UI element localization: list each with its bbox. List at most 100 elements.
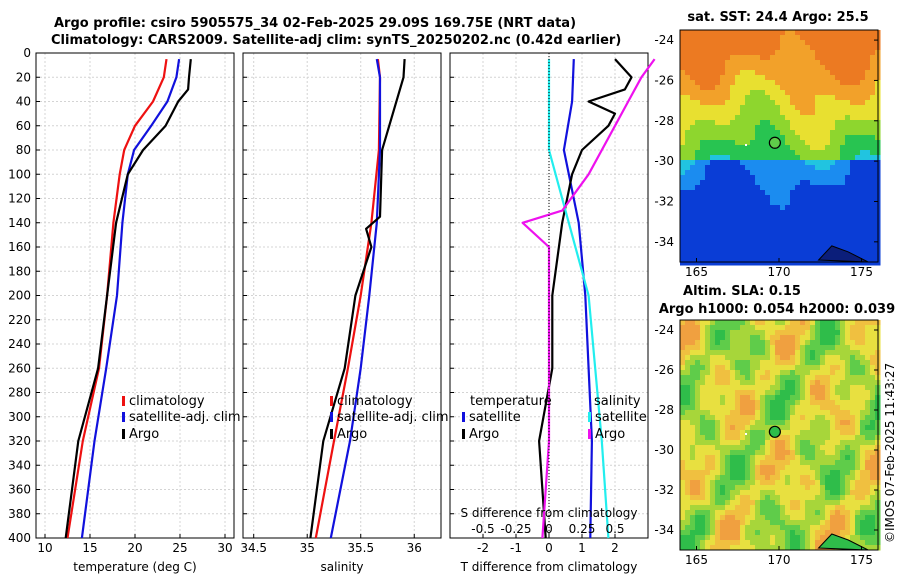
map-cell: [805, 160, 811, 166]
map-cell: [775, 415, 781, 421]
map-cell: [710, 60, 716, 66]
map-cell: [740, 195, 746, 201]
map-cell: [800, 500, 806, 506]
map-cell: [735, 205, 741, 211]
map-cell: [865, 445, 871, 451]
map-cell: [810, 410, 816, 416]
map-cell: [840, 525, 846, 531]
map-cell: [785, 55, 791, 61]
map-cell: [810, 360, 816, 366]
map-cell: [720, 255, 726, 261]
map-cell: [760, 485, 766, 491]
map-cell: [730, 510, 736, 516]
map-cell: [735, 70, 741, 76]
map-cell: [835, 405, 841, 411]
map-cell: [760, 125, 766, 131]
map-cell: [845, 345, 851, 351]
map-cell: [810, 370, 816, 376]
map-cell: [780, 390, 786, 396]
map-cell: [830, 330, 836, 336]
map-cell: [835, 450, 841, 456]
map-cell: [825, 140, 831, 146]
map-cell: [805, 510, 811, 516]
map-cell: [800, 425, 806, 431]
map-cell: [835, 225, 841, 231]
map-cell: [710, 495, 716, 501]
map-cell: [765, 105, 771, 111]
map-cell: [705, 50, 711, 56]
map-cell: [725, 210, 731, 216]
map-cell: [680, 55, 686, 61]
map-cell: [710, 255, 716, 261]
map-cell: [730, 255, 736, 261]
map-cell: [755, 105, 761, 111]
map-cell: [845, 40, 851, 46]
map-cell: [815, 460, 821, 466]
map-cell: [870, 245, 876, 251]
map-cell: [860, 255, 866, 261]
map-cell: [820, 150, 826, 156]
map-cell: [730, 415, 736, 421]
map-cell: [820, 495, 826, 501]
map-cell: [815, 170, 821, 176]
map-cell: [695, 175, 701, 181]
map-cell: [865, 95, 871, 101]
y-tick-label: 160: [8, 240, 31, 254]
map-cell: [785, 405, 791, 411]
map-cell: [695, 330, 701, 336]
map-x-tick-label: 170: [768, 553, 791, 567]
map-cell: [815, 60, 821, 66]
map-cell: [785, 200, 791, 206]
map-cell: [775, 65, 781, 71]
map-cell: [815, 155, 821, 161]
map-cell: [810, 130, 816, 136]
map-cell: [745, 380, 751, 386]
map-cell: [785, 110, 791, 116]
map-cell: [695, 335, 701, 341]
map-cell: [775, 320, 781, 326]
map-cell: [835, 75, 841, 81]
map-cell: [805, 360, 811, 366]
map-cell: [710, 485, 716, 491]
map-cell: [685, 200, 691, 206]
map-cell: [725, 420, 731, 426]
map-cell: [795, 395, 801, 401]
map-cell: [695, 50, 701, 56]
sst-map: [680, 30, 881, 266]
map-cell: [730, 260, 736, 266]
map-cell: [790, 30, 796, 36]
map-cell: [680, 415, 686, 421]
map-cell: [815, 510, 821, 516]
map-cell: [725, 505, 731, 511]
map-cell: [845, 365, 851, 371]
map-cell: [840, 105, 846, 111]
map-cell: [830, 395, 836, 401]
map-cell: [780, 205, 786, 211]
map-cell: [800, 545, 806, 551]
map-cell: [725, 80, 731, 86]
map-cell: [720, 125, 726, 131]
map-cell: [740, 445, 746, 451]
map-cell: [845, 350, 851, 356]
map-cell: [755, 545, 761, 551]
map-cell: [690, 320, 696, 326]
map-cell: [765, 235, 771, 241]
map-cell: [705, 75, 711, 81]
map-cell: [865, 340, 871, 346]
map-cell: [680, 370, 686, 376]
map-cell: [820, 330, 826, 336]
legend-title-salinity: salinity: [594, 394, 641, 409]
map-cell: [740, 175, 746, 181]
map-cell: [690, 135, 696, 141]
map-cell: [730, 475, 736, 481]
map-cell: [745, 115, 751, 121]
map-cell: [710, 460, 716, 466]
map-cell: [735, 365, 741, 371]
map-cell: [800, 495, 806, 501]
map-cell: [715, 235, 721, 241]
map-cell: [830, 445, 836, 451]
map-cell: [730, 135, 736, 141]
map-cell: [715, 415, 721, 421]
map-cell: [695, 70, 701, 76]
map-cell: [715, 215, 721, 221]
